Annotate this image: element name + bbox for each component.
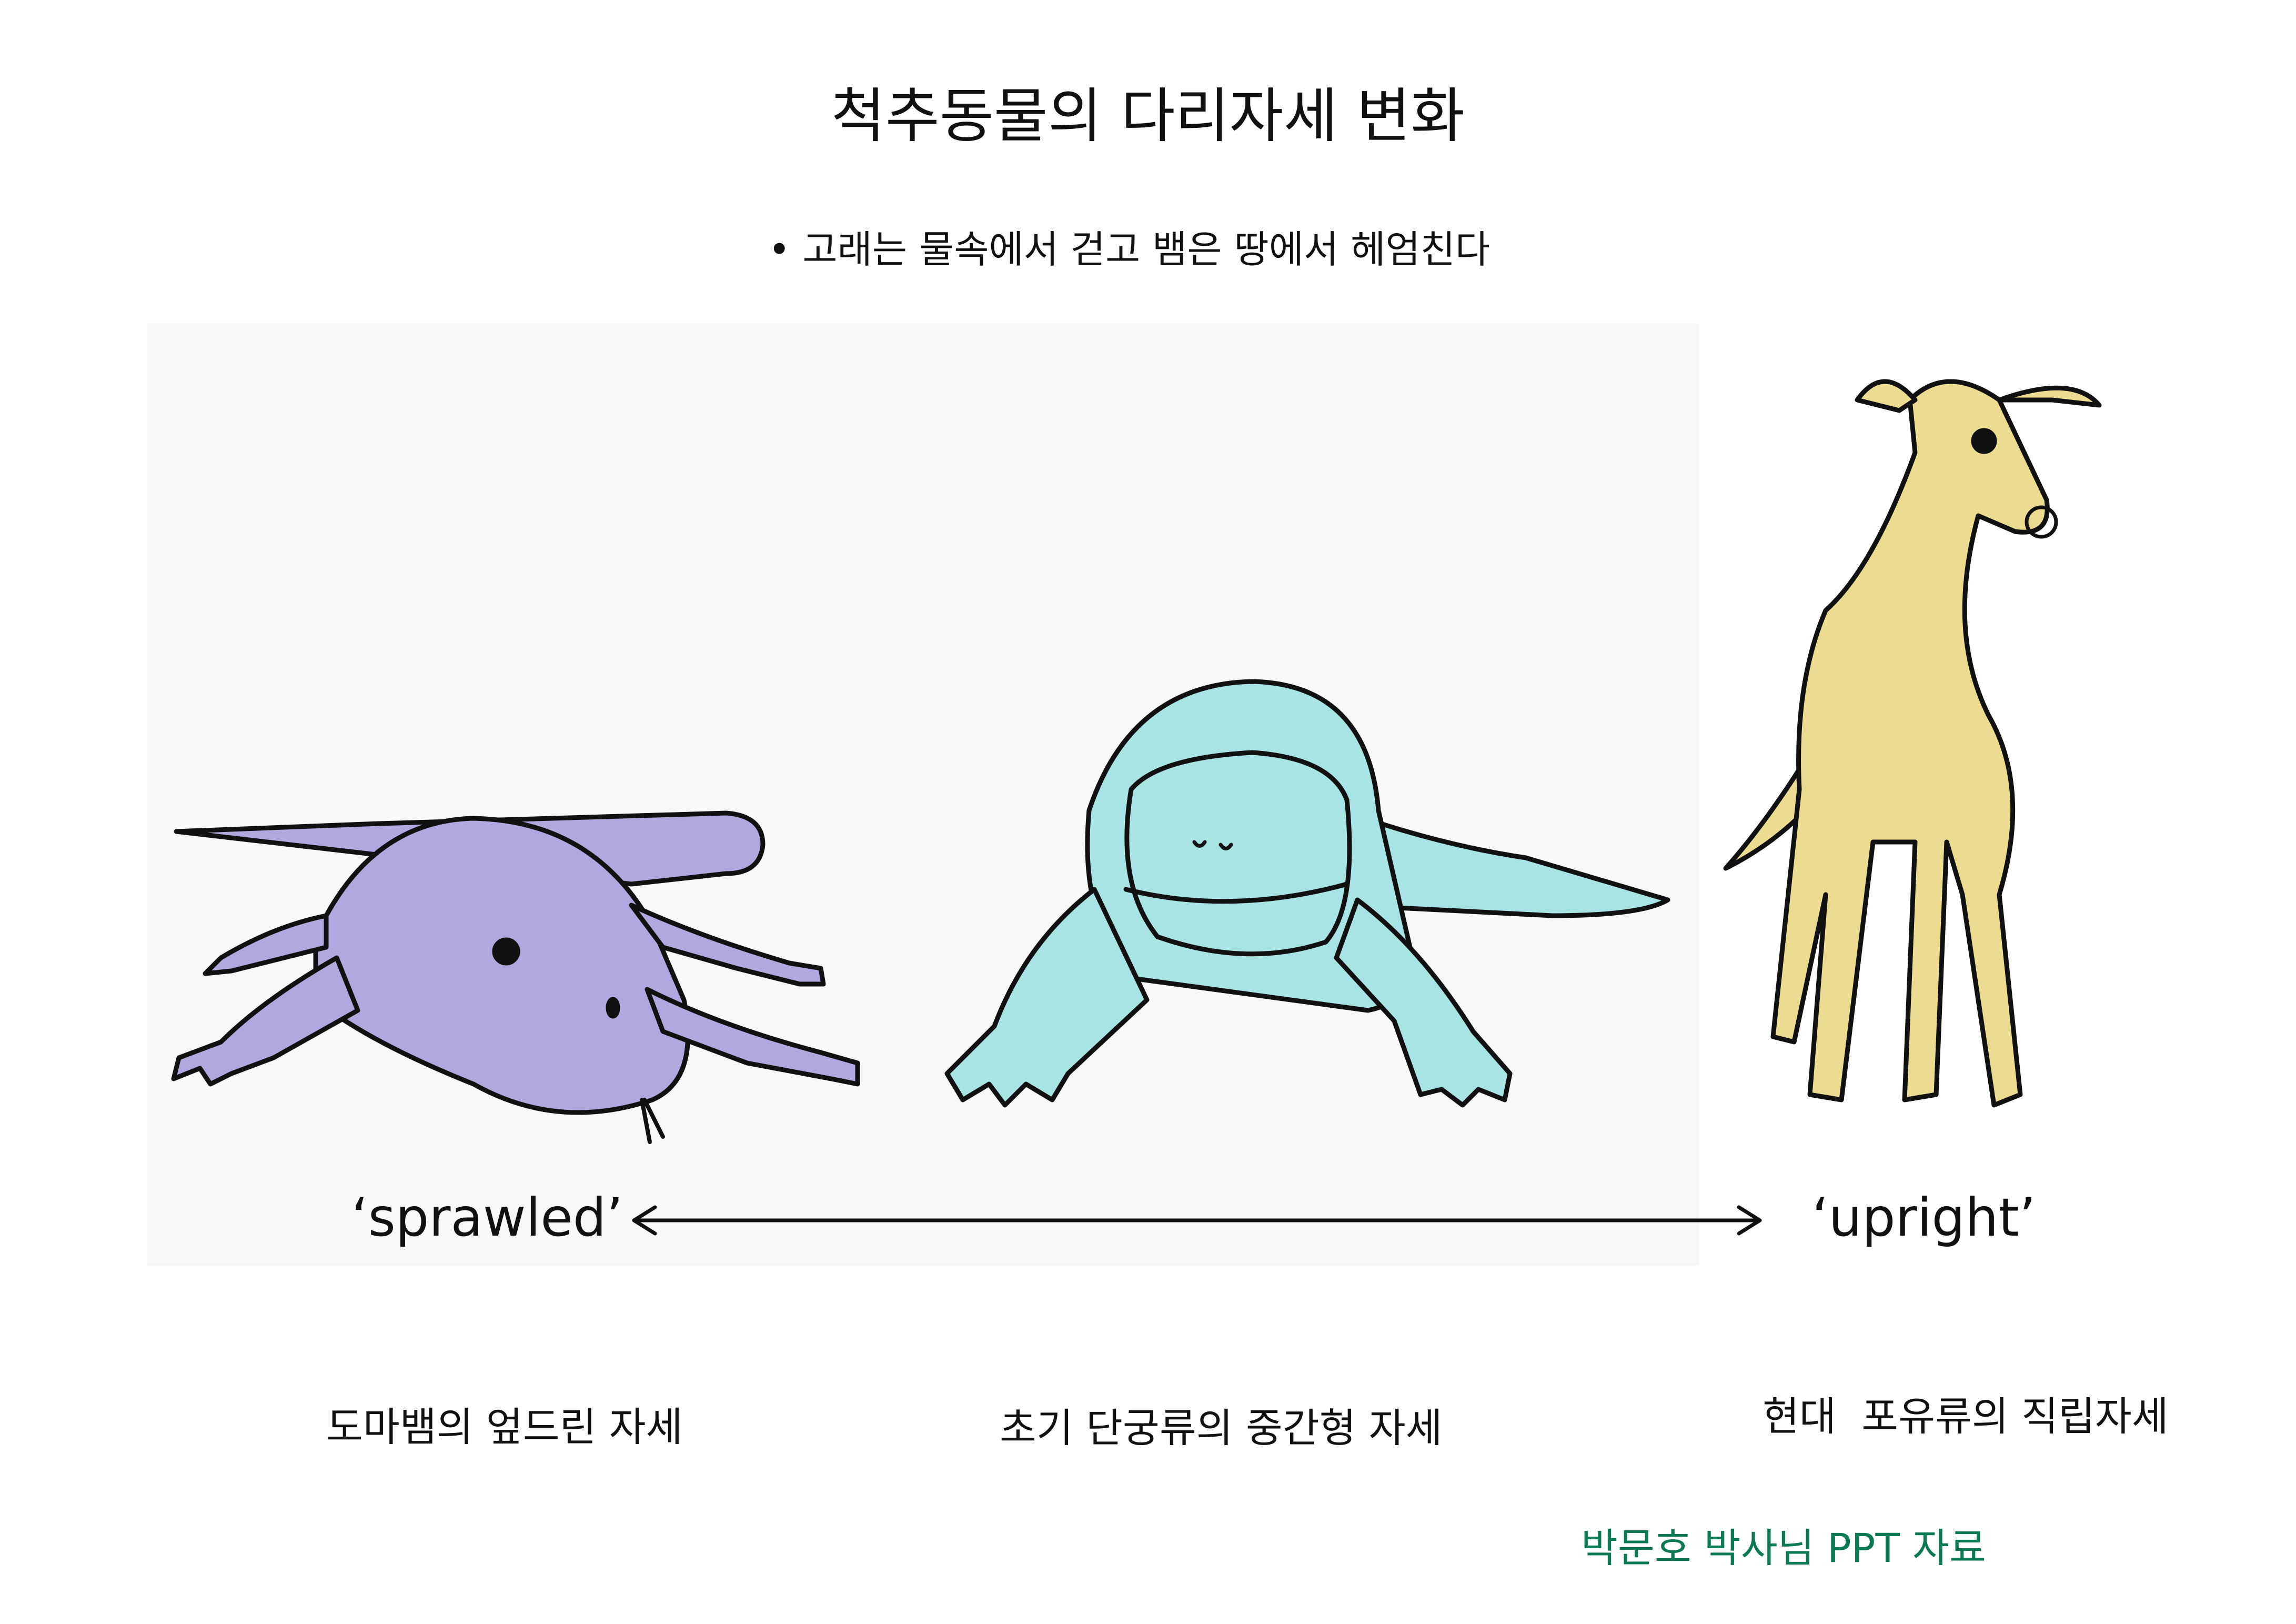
posture-spectrum-arrow <box>632 1205 1762 1236</box>
upright-label: ‘upright’ <box>1812 1187 2036 1248</box>
sprawled-label: ‘sprawled’ <box>351 1187 623 1248</box>
posture-illustration <box>147 324 1699 1266</box>
crocodilian-illustration <box>944 679 1670 1108</box>
caption-mammal: 현대 포유류의 직립자세 <box>1763 1393 2169 1440</box>
bullet-text: • 고래는 물속에서 걷고 뱀은 땅에서 헤엄친다 <box>768 227 1491 272</box>
source-credit: 박문호 박사님 PPT 자료 <box>1581 1525 1986 1571</box>
caption-synapsid: 초기 단궁류의 중간형 자세 <box>1000 1405 1443 1451</box>
caption-lizard: 도마뱀의 엎드린 자세 <box>326 1404 683 1450</box>
slide-title: 척추동물의 다리자세 변화 <box>831 82 1465 151</box>
lizard-illustration <box>171 810 860 1144</box>
dog-illustration <box>1723 379 2102 1108</box>
